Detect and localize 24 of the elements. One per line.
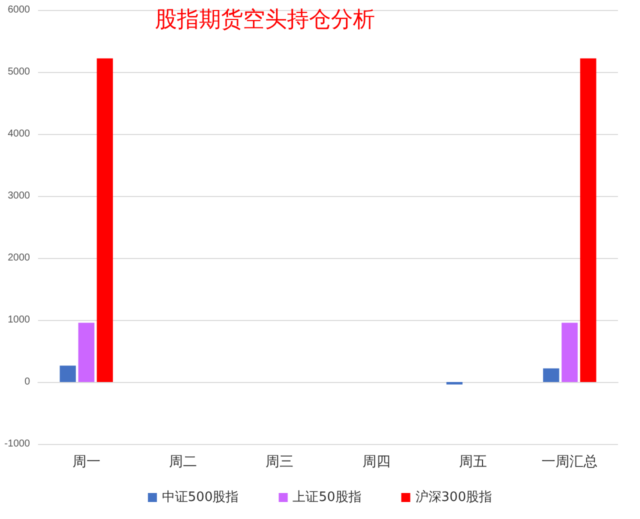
bar [60,366,76,382]
bar [543,368,560,382]
y-tick-label: 5000 [8,66,30,78]
y-tick-label: 4000 [8,128,30,140]
x-tick-label: 一周汇总 [542,453,598,469]
legend-label: 中证500股指 [162,490,239,505]
bar [78,322,94,382]
chart-title: 股指期货空头持仓分析 [155,8,375,32]
y-tick-label: 6000 [8,4,30,16]
bar [96,58,113,382]
x-tick-label: 周五 [459,453,487,469]
legend-label: 沪深300股指 [415,489,492,505]
y-tick-label: 2000 [8,252,30,264]
x-tick-label: 周一 [72,453,100,469]
y-tick-label: 3000 [8,190,30,202]
y-tick-label: 0 [24,376,30,388]
legend-label: 上证50股指 [292,490,362,505]
bar [580,58,596,382]
x-tick-label: 周四 [362,453,390,469]
bar [562,322,578,382]
y-tick-label: -1000 [4,438,30,450]
x-tick-label: 周三 [266,453,294,469]
y-tick-label: 1000 [8,314,30,326]
x-tick-label: 周二 [169,453,197,469]
